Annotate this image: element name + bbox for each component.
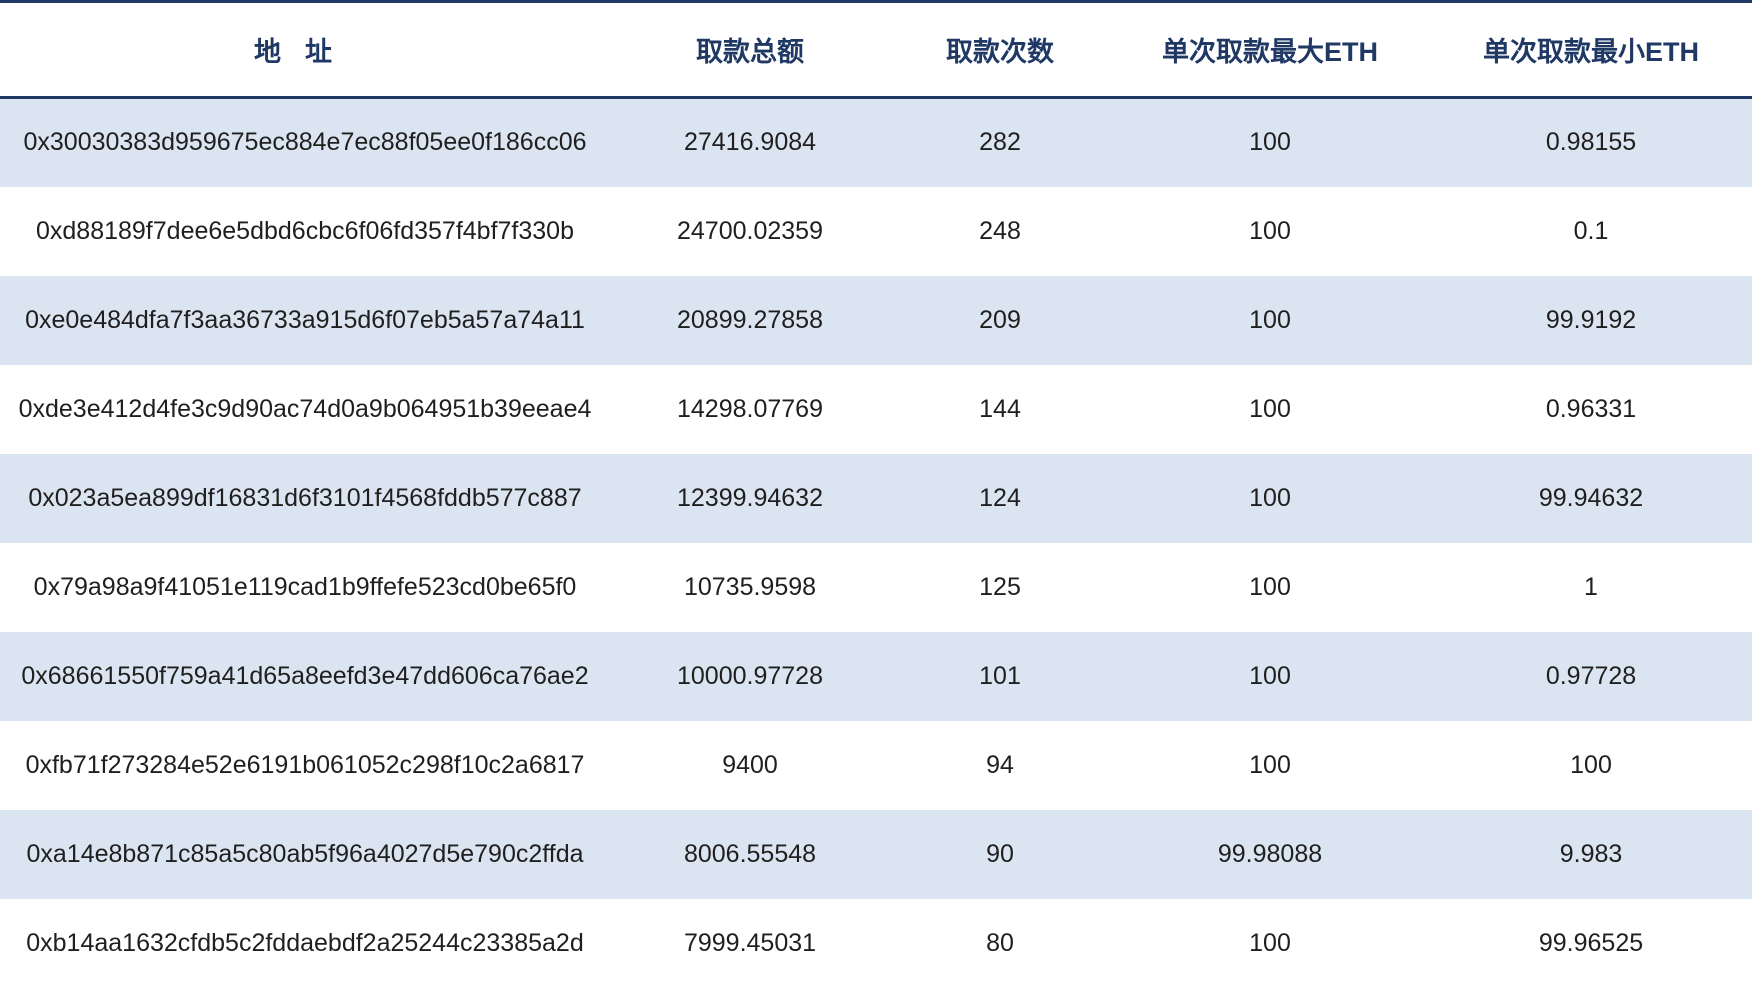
cell-total: 14298.07769 [610,365,890,454]
cell-address: 0xb14aa1632cfdb5c2fddaebdf2a25244c23385a… [0,899,610,988]
cell-min: 0.98155 [1430,98,1752,187]
cell-max: 100 [1110,187,1430,276]
cell-address: 0xd88189f7dee6e5dbd6cbc6f06fd357f4bf7f33… [0,187,610,276]
table-row: 0xb14aa1632cfdb5c2fddaebdf2a25244c23385a… [0,899,1752,988]
cell-count: 80 [890,899,1110,988]
table-row: 0x30030383d959675ec884e7ec88f05ee0f186cc… [0,98,1752,187]
cell-total: 20899.27858 [610,276,890,365]
cell-count: 248 [890,187,1110,276]
cell-count: 124 [890,454,1110,543]
table-body: 0x30030383d959675ec884e7ec88f05ee0f186cc… [0,98,1752,988]
cell-address: 0x79a98a9f41051e119cad1b9ffefe523cd0be65… [0,543,610,632]
cell-max: 100 [1110,98,1430,187]
cell-max: 100 [1110,632,1430,721]
cell-min: 99.9192 [1430,276,1752,365]
table-row: 0xde3e412d4fe3c9d90ac74d0a9b064951b39eea… [0,365,1752,454]
cell-total: 12399.94632 [610,454,890,543]
cell-max: 100 [1110,721,1430,810]
table-header-row: 地址 取款总额 取款次数 单次取款最大ETH 单次取款最小ETH [0,2,1752,98]
cell-count: 101 [890,632,1110,721]
cell-total: 9400 [610,721,890,810]
cell-address: 0xe0e484dfa7f3aa36733a915d6f07eb5a57a74a… [0,276,610,365]
cell-address: 0xa14e8b871c85a5c80ab5f96a4027d5e790c2ff… [0,810,610,899]
cell-min: 99.94632 [1430,454,1752,543]
col-header-total: 取款总额 [610,2,890,98]
cell-min: 100 [1430,721,1752,810]
cell-address: 0xfb71f273284e52e6191b061052c298f10c2a68… [0,721,610,810]
table-row: 0x023a5ea899df16831d6f3101f4568fddb577c8… [0,454,1752,543]
cell-total: 27416.9084 [610,98,890,187]
cell-count: 125 [890,543,1110,632]
cell-total: 10000.97728 [610,632,890,721]
cell-max: 100 [1110,899,1430,988]
table-row: 0x79a98a9f41051e119cad1b9ffefe523cd0be65… [0,543,1752,632]
cell-total: 24700.02359 [610,187,890,276]
cell-address: 0x30030383d959675ec884e7ec88f05ee0f186cc… [0,98,610,187]
cell-max: 100 [1110,365,1430,454]
cell-count: 282 [890,98,1110,187]
cell-total: 10735.9598 [610,543,890,632]
table-row: 0xfb71f273284e52e6191b061052c298f10c2a68… [0,721,1752,810]
cell-max: 100 [1110,454,1430,543]
cell-count: 144 [890,365,1110,454]
cell-total: 8006.55548 [610,810,890,899]
col-header-max: 单次取款最大ETH [1110,2,1430,98]
cell-total: 7999.45031 [610,899,890,988]
cell-address: 0x023a5ea899df16831d6f3101f4568fddb577c8… [0,454,610,543]
cell-count: 90 [890,810,1110,899]
cell-min: 0.96331 [1430,365,1752,454]
cell-min: 0.97728 [1430,632,1752,721]
col-header-address: 地址 [0,2,610,98]
cell-address: 0xde3e412d4fe3c9d90ac74d0a9b064951b39eea… [0,365,610,454]
col-header-count: 取款次数 [890,2,1110,98]
cell-max: 100 [1110,276,1430,365]
cell-min: 9.983 [1430,810,1752,899]
cell-count: 94 [890,721,1110,810]
table-row: 0xa14e8b871c85a5c80ab5f96a4027d5e790c2ff… [0,810,1752,899]
cell-max: 99.98088 [1110,810,1430,899]
col-header-min: 单次取款最小ETH [1430,2,1752,98]
cell-min: 1 [1430,543,1752,632]
table-row: 0xe0e484dfa7f3aa36733a915d6f07eb5a57a74a… [0,276,1752,365]
cell-count: 209 [890,276,1110,365]
cell-max: 100 [1110,543,1430,632]
withdrawal-table: 地址 取款总额 取款次数 单次取款最大ETH 单次取款最小ETH 0x30030… [0,0,1752,988]
cell-min: 0.1 [1430,187,1752,276]
table-row: 0x68661550f759a41d65a8eefd3e47dd606ca76a… [0,632,1752,721]
cell-min: 99.96525 [1430,899,1752,988]
cell-address: 0x68661550f759a41d65a8eefd3e47dd606ca76a… [0,632,610,721]
table-row: 0xd88189f7dee6e5dbd6cbc6f06fd357f4bf7f33… [0,187,1752,276]
